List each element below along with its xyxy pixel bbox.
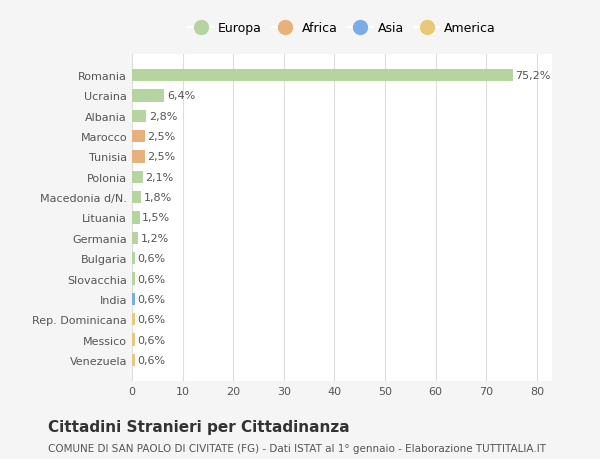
Bar: [132, 131, 145, 143]
Bar: [132, 313, 135, 325]
Legend: Europa, Africa, Asia, America: Europa, Africa, Asia, America: [188, 22, 496, 35]
Text: 2,8%: 2,8%: [149, 112, 177, 122]
Text: Cittadini Stranieri per Cittadinanza: Cittadini Stranieri per Cittadinanza: [48, 419, 350, 434]
Bar: [132, 273, 135, 285]
Text: 0,6%: 0,6%: [137, 355, 166, 365]
Bar: [132, 192, 141, 204]
Bar: [132, 111, 146, 123]
Text: 0,6%: 0,6%: [137, 274, 166, 284]
Text: 0,6%: 0,6%: [137, 314, 166, 325]
Text: 6,4%: 6,4%: [167, 91, 195, 101]
Text: 0,6%: 0,6%: [137, 254, 166, 263]
Bar: [132, 232, 138, 244]
Text: 1,8%: 1,8%: [143, 193, 172, 203]
Text: 1,5%: 1,5%: [142, 213, 170, 223]
Text: 2,5%: 2,5%: [147, 152, 175, 162]
Text: 0,6%: 0,6%: [137, 294, 166, 304]
Bar: [132, 70, 512, 82]
Bar: [132, 212, 140, 224]
Bar: [132, 171, 143, 184]
Text: 0,6%: 0,6%: [137, 335, 166, 345]
Text: COMUNE DI SAN PAOLO DI CIVITATE (FG) - Dati ISTAT al 1° gennaio - Elaborazione T: COMUNE DI SAN PAOLO DI CIVITATE (FG) - D…: [48, 443, 546, 453]
Text: 1,2%: 1,2%: [140, 233, 169, 243]
Text: 2,1%: 2,1%: [145, 173, 173, 182]
Bar: [132, 151, 145, 163]
Bar: [132, 252, 135, 265]
Text: 2,5%: 2,5%: [147, 132, 175, 142]
Bar: [132, 90, 164, 102]
Text: 75,2%: 75,2%: [515, 71, 550, 81]
Bar: [132, 354, 135, 366]
Bar: [132, 334, 135, 346]
Bar: [132, 293, 135, 305]
